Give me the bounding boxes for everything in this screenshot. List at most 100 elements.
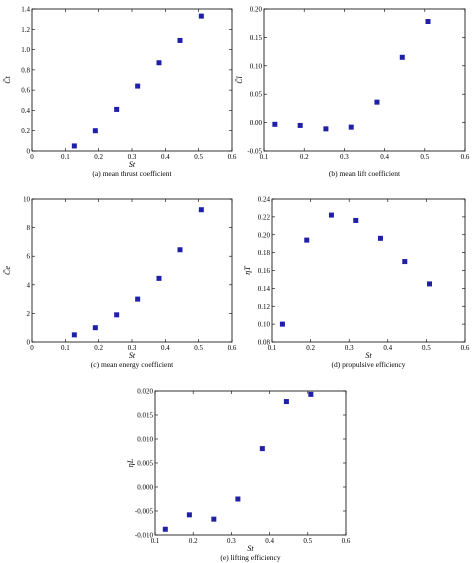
data-point <box>92 128 98 134</box>
y-tick-label: 2 <box>27 310 31 318</box>
data-point <box>308 391 314 397</box>
y-tick-label: 0.000 <box>137 484 153 492</box>
x-tick-label: 0.5 <box>420 153 429 161</box>
x-tick-label: 0.6 <box>228 153 237 161</box>
data-point <box>374 99 380 105</box>
panel-caption: (e) lifting efficiency <box>220 553 280 562</box>
data-point <box>348 124 354 130</box>
x-tick-label: 0.3 <box>340 153 349 161</box>
data-point <box>114 312 120 318</box>
plot-frame <box>263 8 466 152</box>
data-point <box>135 83 141 89</box>
data-point <box>353 217 359 223</box>
x-tick-label: 0.4 <box>380 153 389 161</box>
x-tick-label: 0.4 <box>161 344 170 352</box>
x-tick-label: 0.2 <box>306 344 315 352</box>
data-point <box>211 516 217 522</box>
panel-caption: (c) mean energy coefficient <box>91 360 174 369</box>
data-point <box>402 259 408 265</box>
y-tick-label: 0.20 <box>250 6 263 14</box>
y-tick-label: 0.15 <box>250 34 263 42</box>
data-point <box>156 60 162 66</box>
y-axis-label: C̄e <box>3 266 12 275</box>
y-tick-label: 0 <box>27 148 31 156</box>
data-point <box>259 446 265 452</box>
y-tick-label: 0.20 <box>258 231 271 239</box>
y-axis-label: C̄l <box>235 75 244 83</box>
data-point <box>304 237 310 243</box>
x-tick-label: 0.5 <box>422 344 431 352</box>
x-tick-label: 0.1 <box>61 153 70 161</box>
y-tick-label: 0.00 <box>250 119 263 127</box>
y-tick-label: 0.005 <box>137 460 153 468</box>
data-point <box>235 496 241 502</box>
y-tick-label: 0.10 <box>250 62 263 70</box>
data-point <box>297 122 303 128</box>
y-tick-label: 10 <box>23 196 31 204</box>
y-tick-label: 0 <box>27 339 31 347</box>
x-tick-label: 0.5 <box>303 537 312 545</box>
data-point <box>135 296 141 302</box>
y-tick-label: 0.015 <box>137 412 153 420</box>
y-tick-label: 0.020 <box>137 388 153 396</box>
y-tick-label: 0.16 <box>258 267 271 275</box>
y-tick-label: 0.010 <box>137 436 153 444</box>
y-tick-label: 8 <box>27 224 31 232</box>
y-tick-label: 0.2 <box>21 127 30 135</box>
data-point <box>399 54 405 60</box>
y-tick-label: 0.05 <box>250 91 263 99</box>
data-point <box>425 18 431 24</box>
x-tick-label: 0.3 <box>227 537 236 545</box>
data-point <box>162 526 168 532</box>
x-axis-label: St <box>365 351 372 360</box>
data-point <box>272 121 278 127</box>
data-point <box>283 399 289 405</box>
y-tick-label: -0.05 <box>247 148 262 156</box>
x-tick-label: 0.3 <box>128 344 137 352</box>
x-tick-label: 0.3 <box>128 153 137 161</box>
x-tick-label: 0.1 <box>151 537 160 545</box>
y-tick-label: 0.08 <box>258 339 271 347</box>
data-point <box>198 207 204 213</box>
x-tick-label: 0.1 <box>61 344 70 352</box>
y-tick-label: 0.10 <box>258 321 271 329</box>
panel-caption: (a) mean thrust coefficient <box>92 169 172 178</box>
y-tick-label: 4 <box>27 281 31 289</box>
x-tick-label: 0.2 <box>189 537 198 545</box>
y-tick-label: 1.2 <box>21 26 30 34</box>
x-axis-label: St <box>129 351 136 360</box>
y-tick-label: -0.010 <box>135 532 154 540</box>
plot-frame <box>154 390 347 536</box>
y-axis-label: ηL <box>126 458 135 467</box>
x-tick-label: 0.3 <box>345 344 354 352</box>
x-tick-label: 0 <box>30 344 34 352</box>
data-point <box>92 325 98 331</box>
data-point <box>426 281 432 287</box>
data-point <box>279 321 285 327</box>
data-point <box>186 512 192 518</box>
data-point <box>377 235 383 241</box>
y-tick-label: 0.18 <box>258 249 271 257</box>
panel-caption: (b) mean lift coefficient <box>329 169 401 178</box>
x-tick-label: 0.4 <box>161 153 170 161</box>
x-tick-label: 0.5 <box>194 153 203 161</box>
x-axis-label: St <box>129 160 136 169</box>
y-tick-label: 0.12 <box>258 303 271 311</box>
x-tick-label: 0.6 <box>461 153 470 161</box>
y-tick-label: -0.005 <box>135 508 154 516</box>
x-tick-label: 0 <box>30 153 34 161</box>
x-tick-label: 0.2 <box>94 344 103 352</box>
x-tick-label: 0.5 <box>194 344 203 352</box>
x-tick-label: 0.2 <box>94 153 103 161</box>
data-point <box>177 247 183 253</box>
y-tick-label: 1.4 <box>21 6 30 14</box>
data-point <box>114 106 120 112</box>
data-point <box>323 126 329 132</box>
x-tick-label: 0.2 <box>300 153 309 161</box>
y-tick-label: 6 <box>27 253 31 261</box>
